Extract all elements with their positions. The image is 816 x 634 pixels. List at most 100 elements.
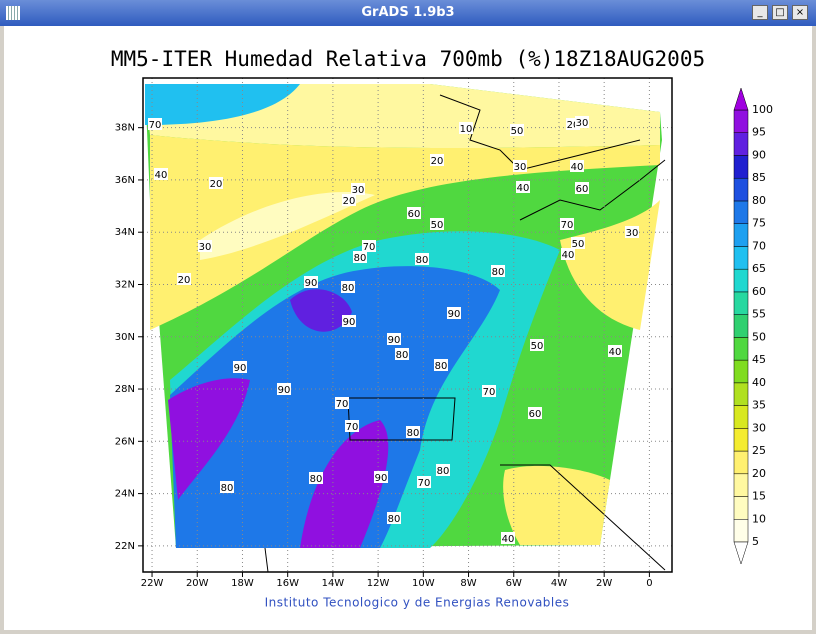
contour-label: 20 [343, 196, 356, 207]
contour-label-box [482, 385, 496, 397]
x-tick-label: 10W [412, 578, 435, 589]
x-tick-label: 6W [506, 578, 522, 589]
colorbar-swatch [733, 268, 749, 293]
colorbar-label: 5 [752, 535, 759, 548]
contour-label: 20 [567, 120, 580, 131]
colorbar-swatch [733, 132, 749, 156]
humidity-field [145, 84, 666, 573]
close-button[interactable]: × [792, 5, 808, 20]
contour-label-box [608, 345, 622, 357]
y-tick-label: 30N [115, 332, 135, 343]
y-tick-label: 22N [115, 541, 135, 552]
colorbar-swatch [733, 337, 749, 361]
x-tick-label: 8W [460, 578, 476, 589]
contour-label: 80 [416, 255, 429, 266]
contour-label-box [430, 154, 444, 166]
colorbar-label: 65 [752, 262, 766, 275]
contour-label: 50 [511, 126, 524, 137]
contour-label: 40 [562, 250, 575, 261]
plot-frame [142, 77, 673, 573]
contour-label: 80 [437, 466, 450, 477]
contour-label: 70 [149, 120, 162, 131]
contour-label-box [447, 307, 461, 319]
field-saturated-sw [168, 378, 250, 500]
colorbar-swatch [733, 359, 749, 384]
contour-label-box [561, 248, 575, 260]
contour-label-box [530, 339, 544, 351]
contour-label-box [625, 226, 639, 238]
x-tick-label: 4W [551, 578, 567, 589]
colorbar-swatch [733, 405, 749, 429]
contour-label: 20 [431, 156, 444, 167]
colorbar-label: 15 [752, 490, 766, 503]
contour-label-box [198, 240, 212, 252]
colorbar-label: 45 [752, 353, 766, 366]
contour-label: 80 [492, 267, 505, 278]
contour-label: 20 [210, 179, 223, 190]
colorbar-swatch [733, 109, 749, 133]
contour-label: 70 [346, 422, 359, 433]
contour-label-box [304, 276, 318, 288]
y-tick-label: 24N [115, 489, 135, 500]
contour-label: 10 [460, 124, 473, 135]
colorbar-label: 55 [752, 308, 766, 321]
colorbar-swatch [733, 314, 749, 338]
coastline [439, 94, 641, 171]
contour-label-box [351, 183, 365, 195]
x-tick-label: 0 [646, 578, 652, 589]
colorbar-over [733, 87, 749, 111]
contour-label: 30 [576, 118, 589, 129]
contour-label: 80 [407, 428, 420, 439]
colorbar-label: 20 [752, 467, 766, 480]
contour-label: 80 [396, 350, 409, 361]
contour-label: 70 [483, 387, 496, 398]
contour-label: 40 [517, 183, 530, 194]
contour-label: 60 [408, 209, 421, 220]
contour-label: 40 [502, 534, 515, 545]
maximize-button[interactable]: □ [772, 5, 788, 20]
x-tick-label: 18W [231, 578, 254, 589]
colorbar-swatch [733, 223, 749, 247]
grid [143, 78, 672, 572]
colorbar-swatch [733, 473, 749, 497]
y-tick-label: 36N [115, 175, 135, 186]
field-dry-band [150, 135, 660, 330]
colorbar-swatch [733, 519, 749, 543]
x-tick-label: 20W [186, 578, 209, 589]
contour-label-box [430, 218, 444, 230]
contour-label-box [528, 407, 542, 419]
contour-label-box [374, 471, 388, 483]
colorbar-label: 30 [752, 421, 766, 434]
contour-label-box [342, 315, 356, 327]
colorbar: 5 10 15 20 25 30 35 40 45 50 55 60 65 70 75 80 85 90 95 100 [733, 87, 773, 565]
minimize-button[interactable]: _ [752, 5, 768, 20]
window-icon[interactable] [6, 6, 20, 20]
contour-label-box [342, 194, 356, 206]
y-tick-label: 28N [115, 384, 135, 395]
contour-label-box [415, 253, 429, 265]
contour-label-box [341, 281, 355, 293]
contour-label-box [570, 160, 584, 172]
contour-label-box [501, 532, 515, 544]
colorbar-label: 25 [752, 444, 766, 457]
contour-label: 80 [435, 361, 448, 372]
contour-label: 30 [626, 228, 639, 239]
contour-label-box [148, 118, 162, 130]
colorbar-label: 90 [752, 148, 766, 161]
contour-label-box [387, 333, 401, 345]
field-moist-north [145, 84, 300, 125]
contour-label: 90 [305, 278, 318, 289]
colorbar-swatch [733, 291, 749, 315]
contour-label-box [575, 116, 589, 128]
chart-title: MM5-ITER Humedad Relativa 700mb (%)18Z18… [111, 47, 705, 71]
colorbar-swatch [733, 246, 749, 270]
contour-label: 60 [529, 409, 542, 420]
colorbar-label: 10 [752, 512, 766, 525]
contour-label-box [560, 218, 574, 230]
colorbar-label: 70 [752, 239, 766, 252]
contour-label: 70 [561, 220, 574, 231]
coastline [519, 159, 666, 221]
plot-canvas: MM5-ITER Humedad Relativa 700mb (%)18Z18… [4, 26, 812, 630]
contour-label: 20 [178, 275, 191, 286]
y-tick-label: 38N [115, 123, 135, 134]
